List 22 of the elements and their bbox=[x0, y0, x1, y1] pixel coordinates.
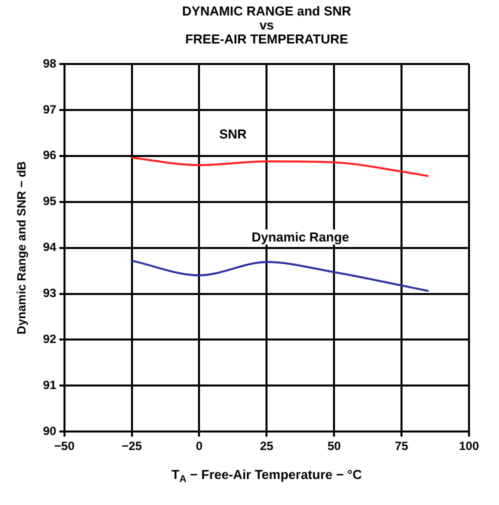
y-tick-label: 95 bbox=[42, 194, 57, 208]
line-series bbox=[130, 156, 430, 178]
y-tick-label: 90 bbox=[42, 424, 57, 438]
series-label: Dynamic Range bbox=[248, 229, 354, 244]
chart-title: DYNAMIC RANGE and SNR vs FREE-AIR TEMPERATURE bbox=[182, 4, 352, 47]
x-tick-label: −50 bbox=[54, 439, 75, 454]
y-tick-label: 96 bbox=[42, 148, 57, 162]
x-tick-label: −25 bbox=[122, 439, 142, 454]
y-tick-label: 94 bbox=[42, 240, 57, 254]
y-tick-label: 91 bbox=[42, 378, 57, 392]
y-tick-label: 92 bbox=[42, 332, 57, 346]
series-label: SNR bbox=[215, 126, 251, 142]
x-tick-label: 100 bbox=[458, 439, 480, 454]
y-tick-label: 97 bbox=[42, 102, 57, 116]
x-tick-label: 0 bbox=[196, 439, 203, 454]
y-axis-title: Dynamic Range and SNR − dB bbox=[14, 160, 28, 334]
x-tick-label: 25 bbox=[260, 439, 274, 454]
y-tick-label: 93 bbox=[42, 286, 57, 300]
y-tick-label: 98 bbox=[42, 56, 57, 70]
x-tick-label: 75 bbox=[394, 439, 409, 454]
line-series bbox=[130, 260, 430, 292]
x-tick-label: 50 bbox=[327, 439, 342, 454]
